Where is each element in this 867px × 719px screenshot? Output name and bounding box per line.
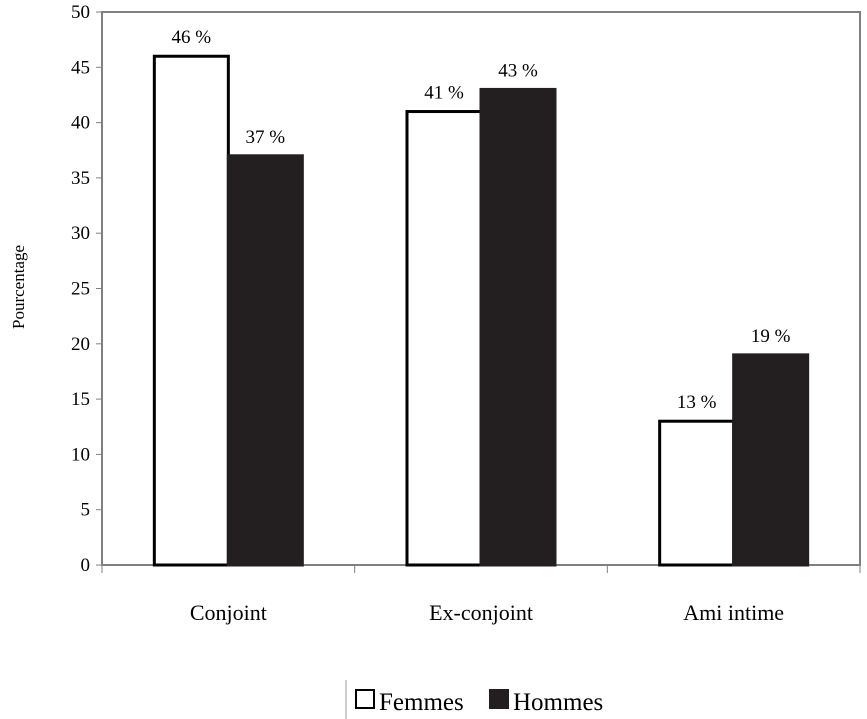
y-tick-label: 35	[71, 168, 90, 189]
legend-swatch-hommes	[489, 689, 509, 709]
legend-label-femmes: Femmes	[379, 689, 464, 716]
bar-femmes-0	[152, 54, 230, 567]
x-category-label: Ami intime	[683, 600, 784, 625]
bar-hommes-0	[226, 154, 304, 567]
x-category-label: Conjoint	[190, 600, 267, 625]
x-category-label: Ex-conjoint	[429, 600, 533, 625]
y-tick-label: 0	[81, 555, 91, 576]
y-tick-label: 50	[71, 2, 90, 23]
data-label: 41 %	[424, 83, 464, 104]
data-label: 37 %	[246, 127, 286, 148]
legend: Femmes Hommes	[345, 680, 603, 719]
legend-label-hommes: Hommes	[513, 689, 603, 716]
data-label: 43 %	[498, 60, 538, 81]
y-axis-label: Pourcentage	[9, 245, 28, 329]
bar-hommes-1	[479, 87, 557, 567]
y-tick-label: 40	[71, 113, 90, 134]
y-tick-label: 5	[81, 500, 91, 521]
data-labels: 46 % 41 % 13 % 37 % 43 % 19 %	[172, 27, 791, 413]
data-label: 13 %	[677, 392, 717, 413]
bar-femmes-1	[405, 110, 483, 567]
data-label: 19 %	[751, 326, 791, 347]
y-tick-label: 25	[71, 279, 90, 300]
data-label: 46 %	[172, 27, 212, 48]
y-tick-label: 20	[71, 334, 90, 355]
x-axis: Conjoint Ex-conjoint Ami intime	[101, 565, 861, 625]
legend-swatch-femmes	[355, 689, 375, 709]
y-tick-label: 10	[71, 444, 90, 465]
y-tick-label: 15	[71, 389, 90, 410]
y-tick-label: 45	[71, 57, 90, 78]
y-tick-label: 30	[71, 223, 90, 244]
bars	[152, 54, 810, 567]
bar-hommes-2	[732, 353, 810, 567]
bar-femmes-2	[658, 419, 736, 567]
y-axis: 0 5 10 15 20 25 30 35 40 45 50	[71, 2, 102, 576]
